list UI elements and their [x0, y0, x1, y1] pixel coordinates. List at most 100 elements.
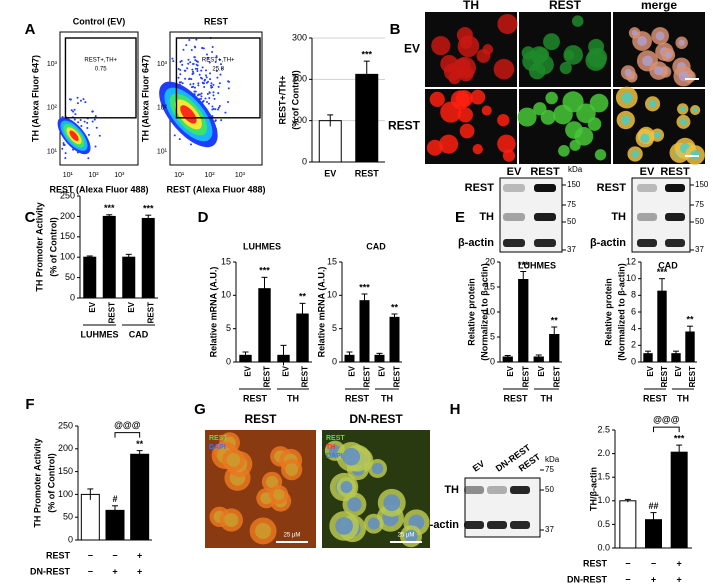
flow-dot	[212, 94, 215, 97]
flow-title: REST	[204, 16, 229, 26]
flow-dot	[189, 143, 192, 146]
flow-dot	[179, 81, 182, 84]
condition-sign: +	[677, 558, 682, 568]
y-tick-label: 100	[58, 489, 73, 499]
nucleus	[648, 100, 657, 108]
flow-dot	[203, 79, 206, 82]
nucleus	[653, 65, 664, 76]
flow-dot	[77, 121, 80, 124]
group-label: REST	[643, 393, 668, 403]
flow-y-label: TH (Alexa Fluor 647)	[140, 55, 150, 142]
kda-label: 50	[695, 217, 704, 226]
y-tick-label: 20	[485, 256, 495, 266]
flow-dot	[211, 86, 214, 89]
nucleus	[371, 462, 384, 475]
flow-x-tick: 10²	[204, 172, 215, 179]
flow-y-tick: 10³	[47, 61, 58, 68]
flow-dot	[211, 108, 214, 111]
blot-row-label: β-actin	[423, 519, 459, 531]
flow-title: Control (EV)	[73, 16, 126, 26]
flow-dot	[91, 110, 94, 113]
blot-lane-label: EV	[640, 166, 655, 178]
y-axis-label: REST+/TH+	[277, 75, 287, 124]
nucleus	[254, 522, 272, 540]
x-tick-label: REST	[393, 366, 402, 387]
significance-label: **	[299, 292, 307, 302]
band	[503, 213, 525, 221]
flow-dot	[211, 46, 214, 49]
flow-dot	[179, 73, 182, 76]
band	[534, 184, 556, 192]
flow-dot	[202, 99, 205, 102]
significance-label: ***	[104, 203, 115, 213]
flow-dot	[218, 82, 221, 85]
x-tick-label: REST	[552, 366, 561, 387]
flow-dot	[94, 115, 97, 118]
cell	[558, 145, 570, 157]
y-axis-label: (Normalized to β-actin)	[616, 263, 626, 361]
nucleus	[367, 517, 380, 530]
bar	[318, 120, 342, 163]
flow-dot	[216, 76, 219, 79]
flow-y-tick: 10¹	[157, 149, 168, 156]
flow-dot	[83, 120, 86, 123]
flow-dot	[80, 124, 83, 127]
kda-label: 37	[695, 245, 704, 254]
y-tick-label: 15	[327, 256, 337, 266]
flow-dot	[193, 56, 196, 59]
flow-dot	[177, 67, 180, 70]
blot-lane-label: REST	[530, 166, 560, 178]
flow-dot	[70, 109, 73, 112]
flow-dot	[84, 101, 87, 104]
flow-dot	[196, 94, 199, 97]
flow-dot	[197, 82, 200, 85]
flow-dot	[64, 157, 67, 160]
y-tick-label: 0	[490, 356, 495, 366]
cell	[426, 139, 443, 156]
blot-lane-label: REST	[660, 166, 690, 178]
condition-sign: +	[112, 566, 117, 576]
kda-label: 75	[567, 200, 576, 209]
flow-dot	[185, 44, 188, 47]
flow-dot	[198, 73, 201, 76]
x-tick-label: REST	[263, 366, 272, 387]
cell	[497, 113, 510, 127]
nucleus	[265, 475, 279, 488]
flow-dot	[191, 68, 194, 71]
cell	[472, 143, 483, 155]
x-tick-label: EV	[646, 365, 655, 376]
nucleus	[655, 31, 665, 41]
flow-dot	[73, 118, 76, 121]
flow-dot	[188, 38, 191, 41]
y-tick-label: 150	[58, 466, 73, 476]
band	[665, 239, 685, 247]
row-label: EV	[404, 42, 420, 56]
flow-dot	[190, 86, 193, 89]
flow-dot	[181, 63, 184, 66]
blot-row-label: REST	[597, 182, 627, 194]
y-tick-label: 0.0	[597, 542, 610, 552]
cell	[571, 15, 584, 27]
flow-dot	[193, 86, 196, 89]
y-tick-label: 0	[302, 156, 307, 166]
micrograph-title: REST	[244, 412, 277, 426]
flow-dot	[201, 47, 204, 50]
group-label: TH	[287, 393, 299, 403]
panel-label: B	[390, 21, 401, 38]
flow-dot	[192, 62, 195, 65]
flow-dot	[72, 110, 75, 113]
flow-dot	[87, 157, 90, 160]
flow-dot	[205, 53, 208, 56]
flow-x-tick: 10¹	[63, 172, 74, 179]
x-tick-label: EV	[88, 301, 97, 312]
x-tick-label: REST	[688, 366, 697, 387]
nucleus	[404, 529, 418, 543]
group-label: TH	[677, 393, 689, 403]
flow-dot	[196, 67, 199, 70]
x-tick-label: REST	[660, 366, 669, 387]
y-tick-label: 2.0	[597, 448, 610, 458]
x-tick-label: REST	[107, 302, 116, 323]
cell	[569, 139, 581, 151]
gate-value: 0.75	[95, 67, 107, 73]
stain-label: DAPI	[326, 453, 343, 460]
